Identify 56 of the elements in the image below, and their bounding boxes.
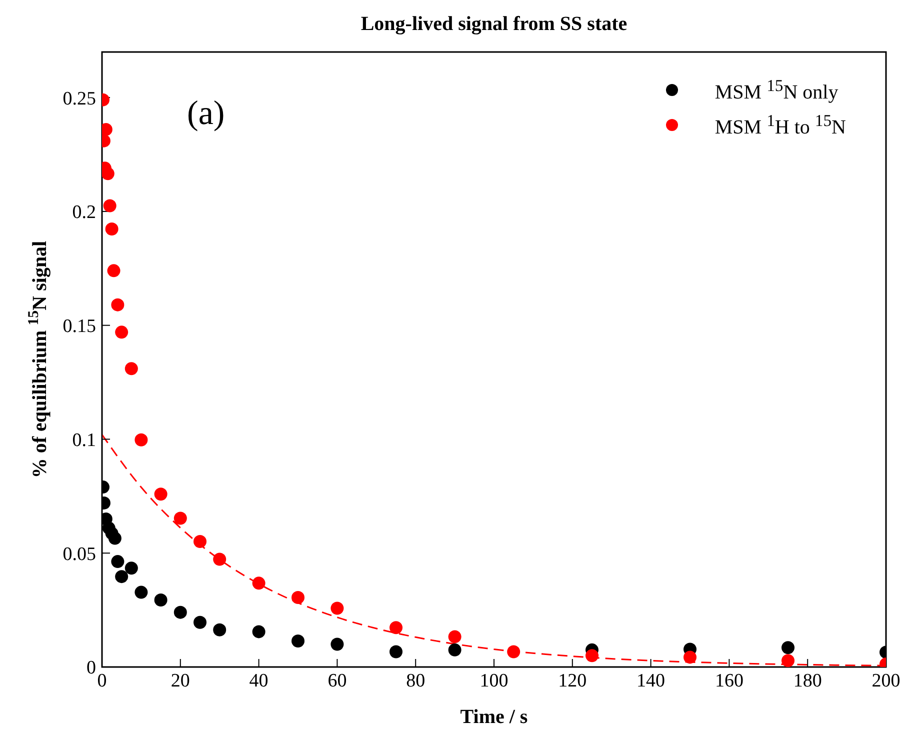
x-tick-label: 180 — [793, 670, 822, 692]
y-tick-label: 0.05 — [62, 544, 96, 565]
point — [115, 326, 128, 339]
point — [111, 555, 124, 568]
point — [586, 649, 598, 662]
point — [448, 643, 462, 656]
point — [103, 199, 116, 212]
point — [134, 433, 148, 446]
point — [390, 621, 402, 634]
y-tick-label: 0.25 — [62, 88, 96, 110]
point — [134, 586, 148, 599]
point — [124, 562, 138, 575]
point — [782, 654, 794, 667]
point — [252, 625, 266, 638]
point — [194, 534, 206, 548]
y-tick-label: 0.2 — [72, 202, 96, 224]
point — [102, 167, 114, 180]
point — [330, 602, 344, 615]
point — [115, 570, 128, 584]
x-axis-title: Time / s — [460, 706, 528, 728]
x-tick-label: 40 — [249, 670, 268, 692]
point — [213, 552, 226, 566]
point — [108, 532, 122, 545]
y-tick-label: 0.15 — [62, 316, 96, 338]
x-tick-label: 80 — [406, 670, 426, 692]
point — [390, 645, 402, 658]
x-tick-label: 160 — [714, 670, 744, 692]
point — [105, 222, 118, 236]
annotation: (a) — [187, 95, 225, 132]
point — [174, 512, 187, 525]
point — [154, 488, 168, 501]
legend-label: MSM $^{15}$N only — [714, 76, 838, 105]
point — [174, 606, 187, 619]
point — [782, 641, 794, 654]
x-tick-label: 100 — [480, 670, 508, 692]
point — [252, 576, 266, 590]
point — [292, 591, 304, 604]
x-tick-label: 200 — [872, 670, 900, 692]
x-tick-label: 120 — [558, 670, 587, 692]
chart-title: Long-lived signal from SS state — [360, 13, 628, 35]
point — [213, 623, 226, 636]
point — [124, 362, 138, 376]
x-tick-label: 140 — [636, 670, 666, 692]
point — [448, 630, 462, 644]
point — [507, 645, 520, 658]
point — [194, 616, 206, 629]
point — [684, 650, 696, 664]
point — [292, 634, 304, 648]
point — [111, 298, 124, 312]
point — [154, 594, 168, 607]
point — [330, 638, 344, 651]
x-tick-label: 20 — [170, 670, 190, 692]
y-tick-label: 0.1 — [72, 430, 96, 451]
point — [107, 264, 120, 278]
legend-label: MSM $^{1}$H to $^{15}$N — [714, 110, 846, 140]
x-tick-label: 60 — [328, 670, 347, 692]
